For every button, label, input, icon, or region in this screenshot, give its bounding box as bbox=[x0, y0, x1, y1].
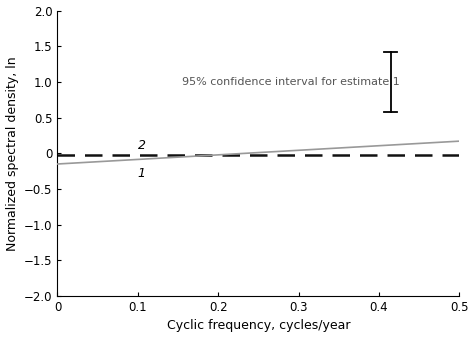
Text: 95% confidence interval for estimate 1: 95% confidence interval for estimate 1 bbox=[182, 77, 400, 87]
Y-axis label: Normalized spectral density, ln: Normalized spectral density, ln bbox=[6, 56, 18, 250]
Text: 1: 1 bbox=[138, 167, 146, 180]
X-axis label: Cyclic frequency, cycles/year: Cyclic frequency, cycles/year bbox=[166, 319, 350, 333]
Text: 2: 2 bbox=[138, 139, 146, 152]
